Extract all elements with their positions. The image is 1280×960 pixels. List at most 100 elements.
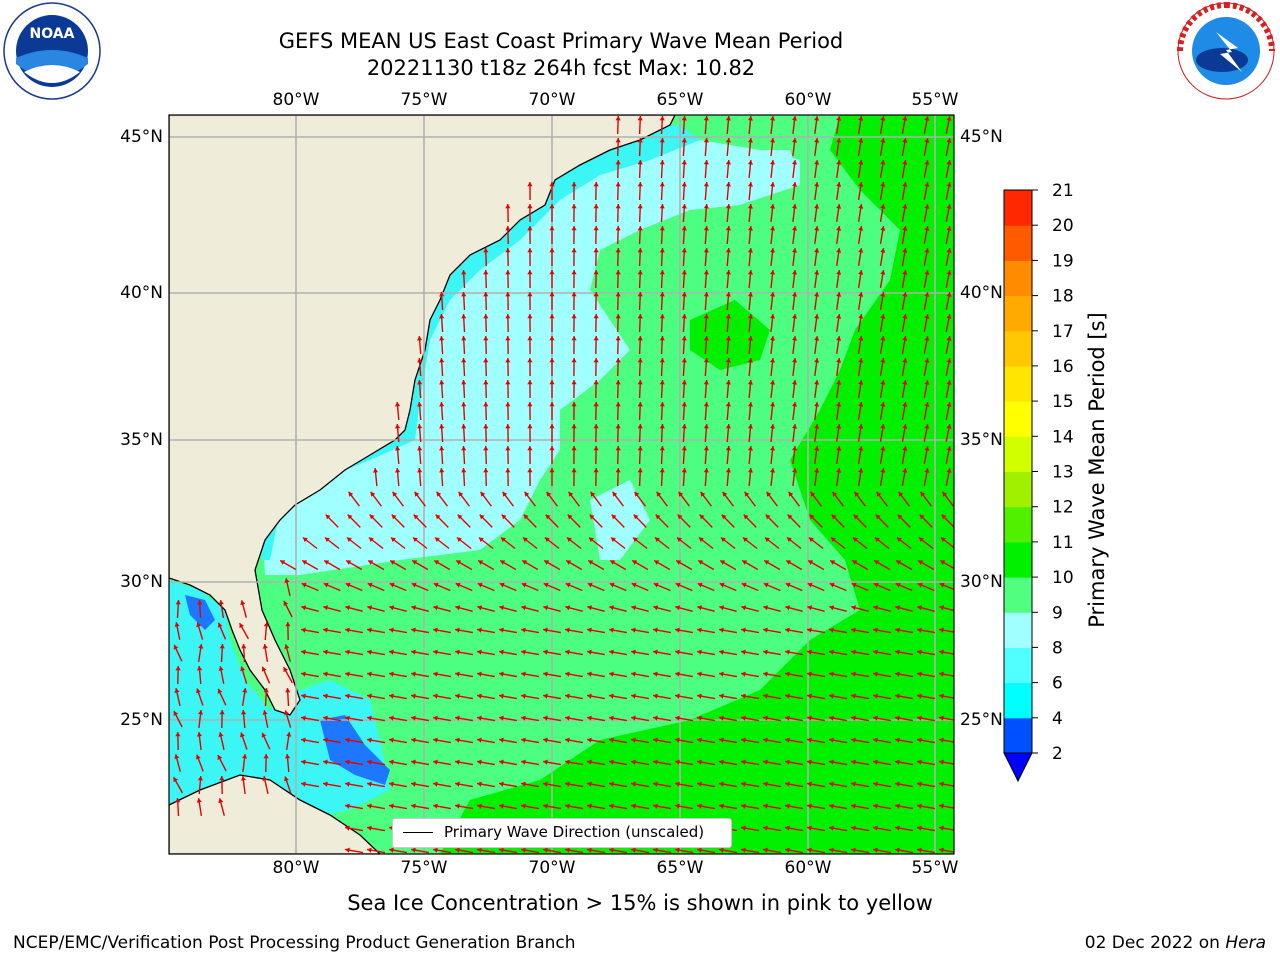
wave-direction-arrowhead <box>637 204 643 209</box>
wave-direction-arrowhead <box>500 537 506 543</box>
wave-direction-arrowhead <box>763 649 768 655</box>
wave-direction-arrowhead <box>747 226 753 231</box>
date-stamp: 02 Dec 2022 on Hera <box>1085 932 1266 954</box>
wave-direction-arrowhead <box>946 292 952 297</box>
wave-direction-arrowhead <box>549 468 555 473</box>
wave-direction-arrowhead <box>719 693 724 699</box>
wave-direction-arrowhead <box>218 798 224 804</box>
wave-direction-arrowhead <box>549 358 555 363</box>
wave-direction-arrowhead <box>703 138 709 143</box>
wave-direction-arrowhead <box>345 627 350 633</box>
wave-direction-arrowhead <box>785 671 790 677</box>
wave-direction-arrowhead <box>631 847 636 853</box>
wave-direction-arrowhead <box>792 270 798 275</box>
colorbar-segment <box>1004 225 1032 261</box>
wave-direction-arrowhead <box>725 402 731 407</box>
wave-direction-arrowhead <box>367 781 372 787</box>
wave-direction-arrowhead <box>697 759 702 765</box>
wave-direction-arrowhead <box>261 732 267 738</box>
wave-direction-arrowhead <box>792 402 798 407</box>
wave-direction-arrowhead <box>262 710 268 715</box>
wave-direction-arrowhead <box>681 446 687 451</box>
wave-direction-arrowhead <box>829 605 835 611</box>
wave-direction-arrowhead <box>455 737 460 743</box>
wave-direction-arrowhead <box>543 671 548 677</box>
wave-direction-arrowhead <box>770 468 776 473</box>
wave-direction-arrowhead <box>549 402 555 407</box>
wave-direction-arrowhead <box>770 226 776 231</box>
wave-direction-arrowhead <box>719 737 724 743</box>
wave-direction-arrowhead <box>609 737 614 743</box>
wave-direction-arrowhead <box>571 446 577 451</box>
wave-direction-arrowhead <box>653 803 658 809</box>
wave-direction-arrowhead <box>483 314 489 319</box>
lon-tick-top: 75°W <box>400 90 448 110</box>
wave-direction-arrowhead <box>571 468 577 473</box>
wave-direction-arrowhead <box>455 671 460 677</box>
wave-direction-arrowhead <box>218 600 224 605</box>
wave-direction-arrowhead <box>792 314 798 319</box>
wave-direction-arrowhead <box>439 358 445 363</box>
wave-direction-arrowhead <box>681 248 687 253</box>
wave-direction-arrowhead <box>792 138 798 143</box>
wave-direction-arrowhead <box>549 446 555 451</box>
chart-subtitle: 20221130 t18z 264h fcst Max: 10.82 <box>366 56 756 80</box>
wave-direction-arrowhead <box>946 138 952 143</box>
wave-direction-arrowhead <box>678 491 684 497</box>
colorbar-segment <box>1004 471 1032 508</box>
lon-tick-bottom: 80°W <box>272 858 320 878</box>
wave-direction-arrowhead <box>549 380 555 385</box>
wave-direction-arrowhead <box>634 491 640 497</box>
wave-direction-arrowhead <box>505 424 511 429</box>
wave-direction-arrowhead <box>836 292 842 297</box>
wave-direction-arrowhead <box>505 292 511 297</box>
wave-direction-arrowhead <box>924 138 930 143</box>
lon-tick-top: 55°W <box>911 90 959 110</box>
wave-direction-arrowhead <box>347 514 353 520</box>
wave-direction-arrowhead <box>770 446 776 451</box>
wave-direction-arrowhead <box>571 270 577 275</box>
wave-direction-arrowhead <box>411 582 417 588</box>
wave-direction-arrowhead <box>370 491 376 497</box>
wave-direction-arrowhead <box>367 825 372 831</box>
wave-direction-arrowhead <box>895 671 900 677</box>
wave-direction-arrowhead <box>836 182 842 187</box>
wave-direction-arrowhead <box>924 358 930 363</box>
wave-direction-arrowhead <box>747 292 753 297</box>
wave-direction-arrowhead <box>461 270 467 275</box>
wave-direction-arrowhead <box>681 116 687 121</box>
wave-direction-arrowhead <box>880 292 886 297</box>
colorbar-segment <box>1004 577 1032 613</box>
wave-direction-arrowhead <box>792 380 798 385</box>
wave-direction-arrowhead <box>284 710 290 716</box>
legend-label: Primary Wave Direction (unscaled) <box>444 823 705 841</box>
wave-direction-arrowhead <box>766 491 772 497</box>
wave-direction-arrowhead <box>263 688 269 693</box>
wave-direction-arrowhead <box>814 468 820 473</box>
wave-direction-arrowhead <box>456 537 462 543</box>
wave-direction-arrowhead <box>483 292 489 297</box>
wave-direction-arrowhead <box>814 424 820 429</box>
wave-direction-arrowhead <box>637 380 643 385</box>
wave-direction-arrowhead <box>677 514 683 520</box>
wave-direction-arrowhead <box>770 270 776 275</box>
wave-direction-arrowhead <box>262 776 268 781</box>
wave-direction-arrowhead <box>851 715 856 721</box>
wave-direction-arrowhead <box>858 182 864 187</box>
wave-direction-arrowhead <box>499 803 504 809</box>
wave-direction-arrowhead <box>924 380 930 385</box>
wave-direction-arrowhead <box>703 380 709 385</box>
wave-direction-arrowhead <box>902 182 908 187</box>
land-cuba <box>169 774 381 854</box>
wave-direction-arrowhead <box>587 671 592 677</box>
wave-direction-arrowhead <box>747 402 753 407</box>
wave-direction-arrowhead <box>895 693 900 699</box>
wave-direction-arrowhead <box>263 754 269 759</box>
wave-direction-arrowhead <box>725 182 731 187</box>
wave-direction-arrowhead <box>324 560 330 565</box>
wave-direction-arrowhead <box>590 491 596 497</box>
wave-direction-arrowhead <box>697 803 702 809</box>
wave-direction-arrowhead <box>615 424 621 429</box>
wave-direction-arrowhead <box>764 537 770 543</box>
colorbar-tick-label: 14 <box>1052 427 1074 447</box>
